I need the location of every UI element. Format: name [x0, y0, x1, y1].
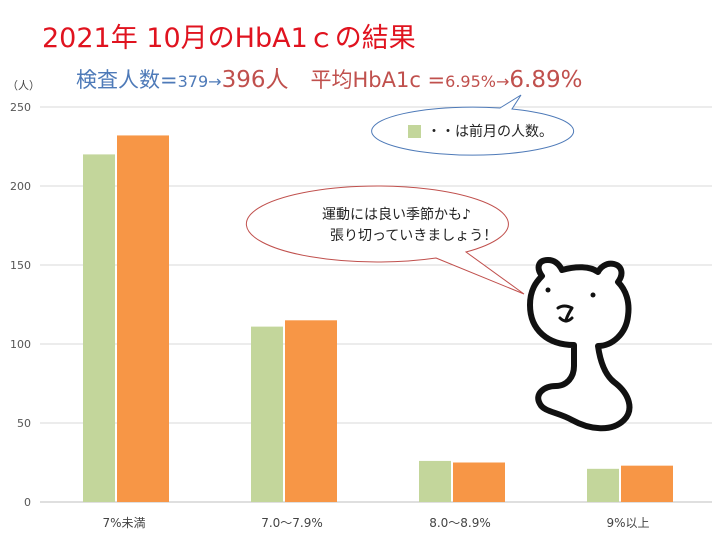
subtitle: 検査人数=379→396人 平均HbA1c =6.95%→6.89%	[76, 60, 582, 94]
bar-1-1	[285, 320, 337, 502]
y-tick-label: 200	[10, 180, 31, 193]
legend-note: ・・は前月の人数。	[408, 121, 553, 141]
y-tick-label: 100	[10, 338, 31, 351]
avg-prev: 6.95%	[445, 72, 496, 91]
legend-callout	[371, 94, 575, 156]
x-tick-label: 7%未満	[102, 516, 145, 530]
arrow-avg: →	[495, 72, 510, 91]
labels-layer: 0 50 100 150 200 250 （人） 7%未満 7.0〜7.9% 8.0〜8.9% 9%…	[7, 79, 650, 530]
x-tick-label: 7.0〜7.9%	[261, 516, 323, 530]
y-tick-label: 50	[17, 417, 31, 430]
bar-1-0	[117, 135, 169, 502]
bar-0-0	[83, 154, 115, 502]
bar-1-3	[621, 465, 673, 502]
speech-line-1: 運動には良い季節かも♪	[322, 207, 471, 223]
page-title: 2021年 10月のHbA1ｃの結果	[42, 23, 416, 54]
bar-0-2	[419, 460, 451, 502]
bar-0-1	[251, 326, 283, 502]
count-now: 396人	[221, 67, 289, 93]
y-tick-label: 0	[24, 496, 31, 509]
y-axis-label: （人）	[7, 79, 40, 92]
bars-layer	[83, 135, 673, 502]
legend-swatch	[408, 124, 421, 138]
arrow-count: →	[208, 72, 222, 91]
speech-bubble	[245, 185, 525, 295]
count-label: 検査人数=	[76, 68, 178, 92]
avg-label: 平均HbA1c =	[310, 68, 446, 92]
x-tick-label: 9%以上	[606, 516, 649, 530]
bear-illustration	[527, 257, 633, 432]
bar-1-2	[453, 462, 505, 502]
y-tick-label: 150	[10, 259, 31, 272]
y-tick-label: 250	[10, 101, 31, 114]
bar-0-3	[587, 468, 619, 502]
count-prev: 379	[177, 72, 209, 91]
legend-note-text: ・・は前月の人数。	[427, 124, 553, 140]
speech-line-2: 張り切っていきましょう！	[330, 228, 498, 244]
avg-now: 6.89%	[509, 67, 583, 93]
x-tick-label: 8.0〜8.9%	[429, 516, 491, 530]
